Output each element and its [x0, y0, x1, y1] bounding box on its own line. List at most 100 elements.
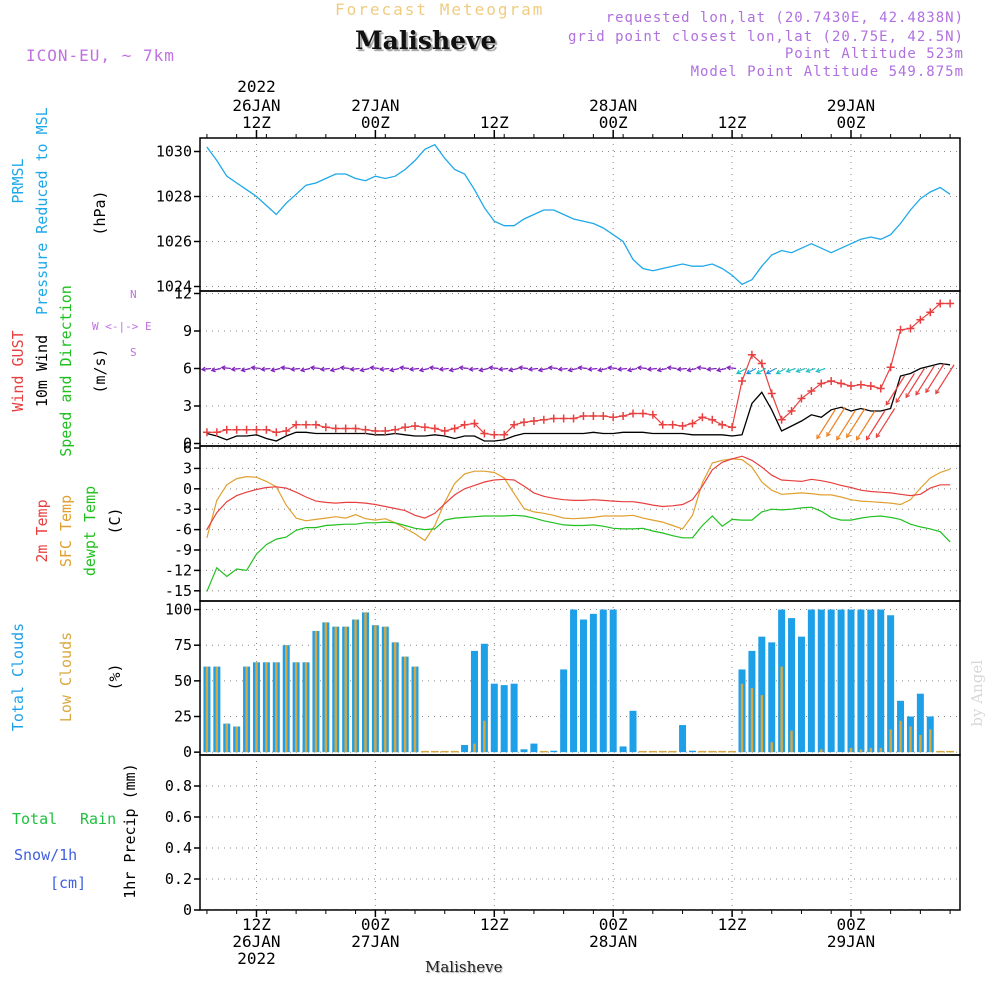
gust-marker [212, 428, 221, 437]
low-cloud-bar [820, 749, 823, 753]
precip-bar [381, 909, 389, 911]
y-tick-label: 0.2 [165, 870, 192, 888]
low-cloud-bar [265, 662, 268, 753]
wind-arrow-head [329, 367, 335, 373]
y-tick-label: 0.4 [165, 839, 192, 857]
precip-bar [391, 909, 399, 911]
low-cloud-bar [909, 726, 912, 753]
wind-arrow-head [418, 367, 424, 373]
wind-direction-arrow [291, 367, 301, 371]
wind-direction-arrow [746, 367, 757, 375]
wind-direction-arrow [211, 367, 221, 372]
gust-marker [668, 420, 677, 429]
bottom-time-label: 00Z [837, 915, 866, 934]
y-tick-label: 25 [174, 708, 192, 726]
wind-direction-arrow [756, 367, 767, 375]
low-cloud-bar [235, 726, 238, 753]
panel-frame [199, 137, 961, 292]
precip-bar [213, 909, 221, 911]
wind-direction-arrow [598, 367, 608, 372]
wind-direction-arrow [905, 368, 925, 398]
wind-direction-arrow [786, 367, 796, 373]
wind-arrow-head [836, 435, 841, 441]
wind-direction-arrow [380, 367, 390, 371]
low-cloud-bar [413, 666, 417, 753]
wind-arrow-head [597, 367, 603, 373]
wind-arrow-head [379, 366, 385, 372]
wind-direction-arrow [796, 367, 806, 373]
precip-bar [262, 909, 270, 911]
wind-arrow-head [775, 369, 781, 375]
wind-direction-arrow [836, 410, 856, 441]
precip-bar [827, 909, 835, 911]
precip-bar [589, 909, 597, 911]
wind-direction-arrow [419, 367, 430, 372]
precip-bar [778, 909, 786, 911]
gust-marker [549, 414, 558, 423]
y-tick-label: 1024 [156, 278, 192, 296]
wind-arrow-head [260, 366, 266, 372]
total-cloud-bar [857, 609, 865, 753]
wind-arrow-head [666, 365, 672, 371]
wind-arrow-head [507, 367, 514, 373]
wind-direction-arrow [499, 367, 509, 371]
low-cloud-bar [473, 743, 476, 753]
p5-label-snow: Snow/1h [14, 846, 78, 864]
top-time-label: 00Z [837, 113, 866, 132]
wind-direction-arrow [409, 367, 420, 371]
low-cloud-bar [889, 729, 892, 753]
precip-bar [619, 909, 627, 911]
gust-marker [480, 429, 489, 438]
bottom-time-label: 26JAN [232, 932, 280, 951]
wind-direction-arrow [875, 408, 896, 438]
wind-arrow-head [438, 366, 444, 372]
t2m-series-line [206, 455, 951, 530]
precip-bar [857, 909, 865, 911]
y-tick-label: 75 [174, 636, 192, 654]
wind-arrow-head [478, 367, 484, 373]
gust-marker [341, 424, 350, 433]
top-year-label: 2022 [237, 77, 276, 96]
wind-direction-arrow [618, 367, 628, 371]
y-tick-label: 0 [183, 435, 192, 453]
gust-marker [678, 422, 687, 430]
y-tick-label: 9 [183, 322, 192, 340]
precip-bar [916, 909, 924, 911]
y-tick-label: 0.6 [165, 808, 192, 826]
dewpt-series-line [206, 506, 951, 592]
wind-direction-arrow [766, 367, 777, 375]
precip-bar [788, 909, 796, 911]
gust-marker [331, 424, 340, 433]
wind-direction-arrow [846, 408, 866, 438]
gust-marker [411, 422, 420, 430]
wind-direction-arrow [776, 367, 786, 375]
wind-arrow-head [656, 367, 662, 373]
wind-arrow-head [428, 365, 434, 371]
wind-arrow-head [289, 366, 295, 372]
wind-arrow-head [865, 435, 871, 441]
total-cloud-bar [847, 609, 855, 753]
y-tick-label: 0 [183, 901, 192, 919]
wind-arrow-head [250, 365, 256, 371]
gust-marker [916, 315, 925, 324]
y-tick-label: 6 [183, 439, 192, 457]
gust-marker [361, 425, 370, 434]
bottom-time-label: 12Z [480, 915, 509, 934]
precip-bar [897, 909, 905, 911]
precip-bar [322, 909, 330, 911]
precip-bar [500, 909, 508, 911]
wind-arrow-head [745, 369, 751, 375]
top-time-label: 12Z [242, 113, 271, 132]
total-cloud-bar [510, 683, 518, 753]
wind-arrow-head [448, 367, 454, 373]
low-cloud-bar [334, 626, 337, 753]
y-tick-label: 12 [174, 285, 192, 303]
precip-bar [698, 909, 706, 911]
wind-direction-arrow [657, 367, 667, 372]
gust-marker [747, 350, 756, 359]
wind-direction-arrow [350, 367, 360, 371]
requested-coords: requested lon,lat (20.7430E, 42.4838N) [605, 10, 964, 26]
low-cloud-bar [879, 747, 882, 753]
gust-marker [837, 379, 846, 388]
low-cloud-bar [314, 630, 318, 753]
